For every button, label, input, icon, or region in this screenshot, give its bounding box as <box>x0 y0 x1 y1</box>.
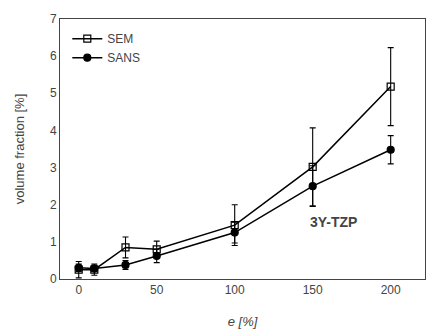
svg-text:SANS: SANS <box>107 51 140 65</box>
svg-text:7: 7 <box>50 12 57 26</box>
svg-text:100: 100 <box>225 283 245 297</box>
svg-text:5: 5 <box>50 86 57 100</box>
svg-text:1: 1 <box>50 235 57 249</box>
svg-text:3Y-TZP: 3Y-TZP <box>310 214 357 230</box>
svg-text:6: 6 <box>50 49 57 63</box>
svg-text:4: 4 <box>50 124 57 138</box>
svg-text:3: 3 <box>50 161 57 175</box>
svg-text:50: 50 <box>150 283 164 297</box>
svg-text:150: 150 <box>303 283 323 297</box>
svg-text:200: 200 <box>381 283 401 297</box>
svg-text:0: 0 <box>50 272 57 286</box>
svg-text:0: 0 <box>75 283 82 297</box>
svg-text:SEM: SEM <box>107 32 133 46</box>
svg-text:2: 2 <box>50 198 57 212</box>
svg-text:volume fraction [%]: volume fraction [%] <box>12 94 27 205</box>
svg-text:e [%]: e [%] <box>228 314 258 329</box>
